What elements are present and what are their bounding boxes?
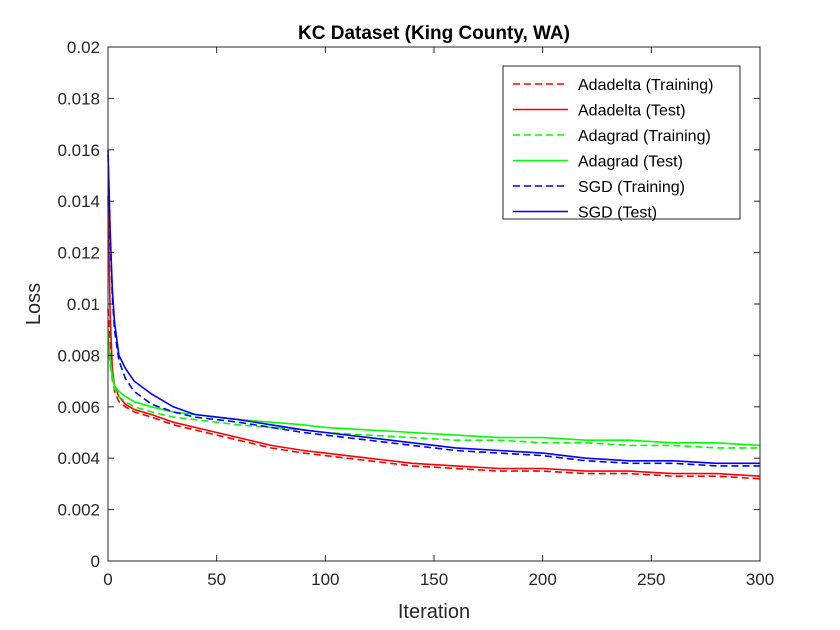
y-tick-label: 0.02 xyxy=(67,38,100,57)
x-tick-label: 250 xyxy=(637,570,665,589)
legend-label-1: Adadelta (Test) xyxy=(578,103,686,120)
x-tick-label: 150 xyxy=(420,570,448,589)
y-tick-label: 0.008 xyxy=(57,346,100,365)
y-tick-label: 0.004 xyxy=(57,449,100,468)
y-tick-label: 0 xyxy=(91,552,100,571)
legend-label-3: Adagrad (Test) xyxy=(578,154,683,171)
legend-label-4: SGD (Training) xyxy=(578,179,685,196)
series-line-0 xyxy=(107,309,761,480)
x-tick-label: 200 xyxy=(528,570,556,589)
series-line-5 xyxy=(107,149,760,465)
y-axis-title: Loss xyxy=(23,283,45,325)
y-tick-label: 0.002 xyxy=(57,501,100,520)
series-line-3 xyxy=(107,329,761,447)
y-axis: 0 0.002 0.004 0.006 0.008 0.01 0.012 0.014 0.016… xyxy=(57,38,760,571)
legend-entries: Adadelta (Training) Adadelta (Test) Adagra… xyxy=(513,77,713,222)
series-layer xyxy=(107,149,761,480)
y-tick-label: 0.014 xyxy=(57,192,100,211)
legend-box xyxy=(502,65,741,220)
x-tick-label: 100 xyxy=(311,570,339,589)
legend-label-0: Adadelta (Training) xyxy=(578,77,713,94)
chart-title: KC Dataset (King County, WA) xyxy=(298,23,570,44)
legend-label-5: SGD (Test) xyxy=(578,205,657,222)
legend: Adadelta (Training) Adadelta (Test) Adagra… xyxy=(502,65,741,222)
x-axis: 0 50 100 150 200 250 300 xyxy=(103,47,774,589)
x-tick-label: 300 xyxy=(746,570,774,589)
x-axis-title: Iteration xyxy=(398,601,470,623)
y-tick-label: 0.016 xyxy=(57,141,100,160)
x-tick-label: 50 xyxy=(207,570,226,589)
y-tick-label: 0.018 xyxy=(57,89,100,108)
y-tick-label: 0.006 xyxy=(57,398,100,417)
y-tick-label: 0.01 xyxy=(67,295,100,314)
x-tick-label: 0 xyxy=(103,570,112,589)
legend-label-2: Adagrad (Training) xyxy=(578,128,711,145)
y-tick-label: 0.012 xyxy=(57,244,100,263)
series-line-2 xyxy=(107,342,760,449)
